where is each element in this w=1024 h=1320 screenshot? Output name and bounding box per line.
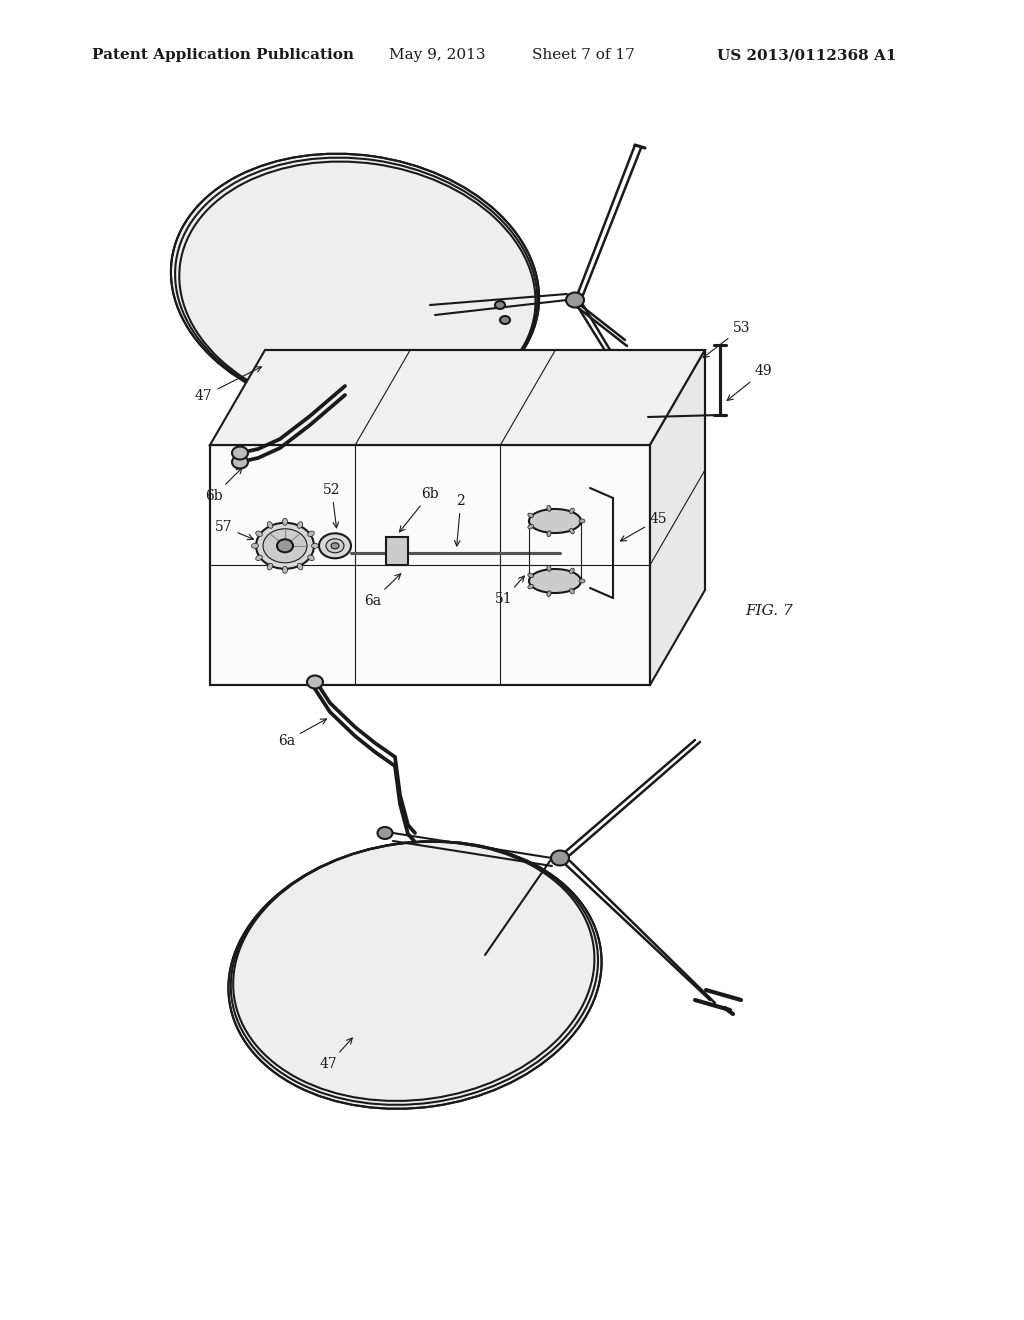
Text: 53: 53 bbox=[703, 321, 751, 358]
Text: 47: 47 bbox=[195, 367, 261, 403]
Ellipse shape bbox=[378, 828, 392, 840]
Ellipse shape bbox=[331, 543, 339, 549]
Text: 6a: 6a bbox=[364, 574, 400, 609]
Ellipse shape bbox=[256, 523, 314, 569]
Ellipse shape bbox=[566, 293, 584, 308]
Ellipse shape bbox=[252, 544, 258, 548]
Ellipse shape bbox=[278, 540, 293, 552]
Ellipse shape bbox=[495, 301, 505, 309]
Ellipse shape bbox=[307, 531, 314, 537]
Ellipse shape bbox=[228, 841, 601, 1109]
Ellipse shape bbox=[283, 519, 288, 525]
Ellipse shape bbox=[256, 554, 262, 561]
Ellipse shape bbox=[527, 524, 534, 529]
Ellipse shape bbox=[307, 676, 323, 689]
Text: FIG. 7: FIG. 7 bbox=[745, 605, 793, 618]
Ellipse shape bbox=[529, 510, 581, 533]
Ellipse shape bbox=[569, 508, 574, 513]
Ellipse shape bbox=[527, 573, 534, 578]
Ellipse shape bbox=[569, 568, 574, 573]
Ellipse shape bbox=[283, 566, 288, 573]
Ellipse shape bbox=[529, 569, 581, 593]
Ellipse shape bbox=[326, 539, 344, 553]
Ellipse shape bbox=[311, 544, 318, 548]
Text: 57: 57 bbox=[215, 520, 253, 540]
Text: 6b: 6b bbox=[205, 467, 242, 503]
Ellipse shape bbox=[297, 564, 303, 570]
Text: 51: 51 bbox=[495, 576, 524, 606]
Ellipse shape bbox=[569, 528, 574, 533]
Text: 45: 45 bbox=[621, 512, 668, 541]
Ellipse shape bbox=[232, 446, 248, 459]
Ellipse shape bbox=[263, 529, 307, 562]
Text: 6b: 6b bbox=[399, 487, 438, 532]
Ellipse shape bbox=[319, 533, 351, 558]
Text: 47: 47 bbox=[319, 1038, 352, 1071]
Bar bbox=[210, 445, 650, 685]
Text: 2: 2 bbox=[455, 494, 465, 546]
Ellipse shape bbox=[232, 455, 248, 469]
Bar bbox=[210, 445, 650, 685]
Polygon shape bbox=[210, 350, 705, 445]
Ellipse shape bbox=[267, 564, 272, 570]
Ellipse shape bbox=[547, 591, 551, 597]
Text: Patent Application Publication: Patent Application Publication bbox=[92, 49, 354, 62]
Polygon shape bbox=[650, 350, 705, 685]
Ellipse shape bbox=[547, 506, 551, 511]
Text: May 9, 2013: May 9, 2013 bbox=[389, 49, 485, 62]
Text: 52: 52 bbox=[323, 483, 341, 528]
Text: US 2013/0112368 A1: US 2013/0112368 A1 bbox=[717, 49, 896, 62]
Ellipse shape bbox=[579, 579, 585, 583]
Bar bbox=[386, 537, 408, 565]
Ellipse shape bbox=[267, 521, 272, 528]
Ellipse shape bbox=[500, 315, 510, 323]
Ellipse shape bbox=[551, 850, 569, 866]
Ellipse shape bbox=[547, 565, 551, 572]
Ellipse shape bbox=[579, 519, 585, 523]
Text: 6a: 6a bbox=[278, 719, 327, 748]
Ellipse shape bbox=[256, 531, 262, 537]
Text: Sheet 7 of 17: Sheet 7 of 17 bbox=[532, 49, 635, 62]
Ellipse shape bbox=[527, 585, 534, 589]
Ellipse shape bbox=[547, 531, 551, 537]
Text: 49: 49 bbox=[727, 364, 773, 400]
Ellipse shape bbox=[307, 554, 314, 561]
Ellipse shape bbox=[171, 153, 539, 416]
Ellipse shape bbox=[297, 521, 303, 528]
Ellipse shape bbox=[527, 513, 534, 517]
Ellipse shape bbox=[569, 589, 574, 594]
